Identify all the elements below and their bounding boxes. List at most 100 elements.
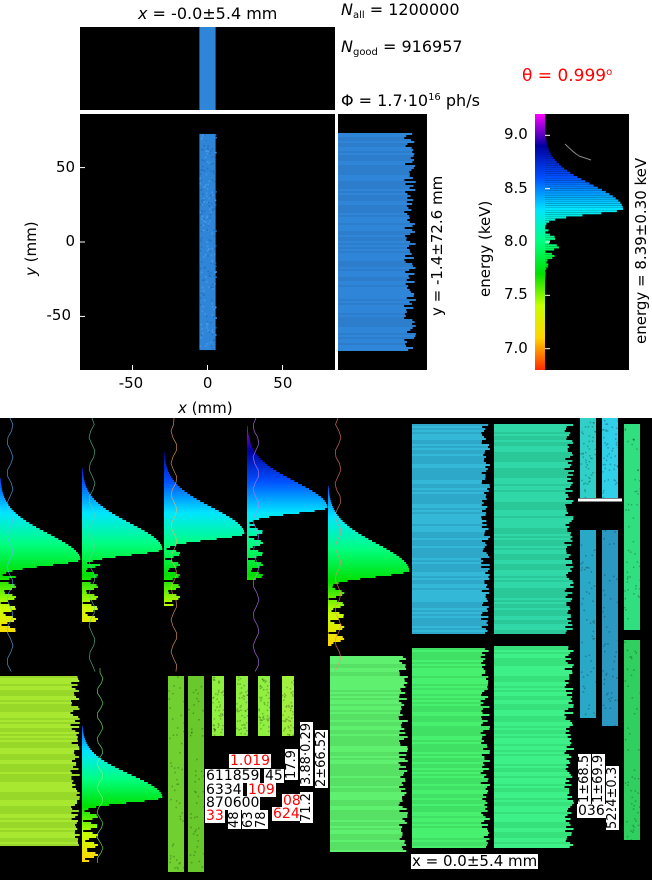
y-histogram-bar — [338, 139, 411, 141]
overlay-y-hist-4 — [494, 606, 570, 608]
overlay-beam-9-noise — [631, 443, 633, 446]
overlay-energy-hist-4 — [247, 470, 277, 472]
overlay-y-hist-6 — [494, 756, 572, 758]
y-histogram-bar — [338, 281, 415, 283]
overlay-y-hist-3 — [412, 546, 485, 548]
beam-noise-dot — [199, 303, 202, 306]
overlay-y-hist-6 — [494, 702, 569, 704]
overlay-beam-7-noise — [587, 468, 590, 470]
energy-histogram-bar — [545, 190, 606, 193]
overlay-energy-hist-2 — [82, 614, 88, 616]
beam-noise-dot — [205, 345, 207, 347]
overlay-energy-hist-4 — [247, 476, 287, 478]
overlay-y-hist-3 — [412, 570, 489, 572]
overlay-y-hist-6 — [494, 802, 574, 804]
overlay-y-hist-1 — [0, 694, 75, 696]
overlay-y-hist-3 — [412, 620, 488, 622]
beam-noise-dot — [209, 163, 212, 165]
overlay-y-hist-5 — [412, 732, 481, 734]
overlay-beam-6-noise — [292, 710, 294, 713]
overlay-beam-10-noise — [591, 635, 594, 638]
overlay-energy-hist-6 — [82, 834, 98, 836]
overlay-beam-7-noise — [584, 490, 587, 493]
overlay-energy-hist-4 — [247, 578, 256, 580]
overlay-energy-hist-4 — [247, 438, 250, 440]
overlay-energy-hist-2 — [82, 594, 95, 596]
overlay-beam-6-noise — [284, 720, 287, 723]
overlay-beam-10-noise — [584, 713, 587, 716]
overlay-energy-hist-2 — [82, 506, 104, 508]
overlay-energy-hist-4 — [247, 472, 280, 474]
overlay-beam-1-noise — [177, 767, 180, 769]
overlay-y-hist-2 — [330, 744, 401, 746]
overlay-beam-3-noise — [220, 691, 223, 694]
overlay-beam-12-noise — [630, 839, 633, 841]
overlay-beam-3-noise — [220, 735, 222, 737]
beam-noise-dot — [201, 286, 204, 289]
overlay-y-hist-5 — [412, 670, 486, 672]
overlay-energy-hist-1 — [0, 536, 55, 538]
overlay-beam-4-noise — [236, 710, 239, 713]
overlay-y-hist-5 — [412, 756, 485, 758]
y-histogram-bar — [338, 313, 405, 315]
overlay-y-hist-6 — [494, 720, 571, 722]
overlay-energy-hist-5 — [328, 550, 391, 552]
overlay-beam-2-noise — [193, 854, 195, 857]
beam-noise-dot — [214, 271, 216, 274]
beam-noise-dot — [214, 265, 217, 268]
overlay-beam-3-noise — [218, 681, 221, 683]
y-histogram-bar — [338, 163, 406, 165]
overlay-beam-12-noise — [632, 831, 634, 833]
overlay-energy-hist-5 — [328, 588, 336, 590]
overlay-y-hist-5 — [412, 774, 487, 776]
energy-histogram-bar — [545, 148, 549, 151]
overlay-energy-hist-1 — [0, 538, 59, 540]
overlay-trace — [6, 418, 14, 672]
overlay-beam-4-noise — [236, 720, 239, 722]
overlay-y-hist-1 — [0, 724, 71, 726]
overlay-energy-hist-1 — [0, 496, 5, 498]
overlay-beam-5-noise — [259, 687, 262, 690]
y-histogram-bar — [338, 253, 412, 255]
n-good-label: Ngood = 916957 — [341, 37, 463, 58]
overlay-beam-1-noise — [170, 765, 173, 768]
overlay-y-hist-3 — [412, 592, 490, 594]
beam-noise-dot — [204, 184, 207, 186]
overlay-energy-hist-3 — [164, 578, 173, 580]
overlay-beam-3-noise — [221, 728, 223, 731]
beam-noise-dot — [210, 299, 213, 301]
overlay-beam-12-noise — [631, 697, 634, 699]
overlay-energy-hist-4 — [247, 556, 257, 558]
overlay-y-hist-3 — [412, 614, 482, 616]
overlay-beam-2-noise — [193, 704, 195, 706]
overlay-beam-5-noise — [269, 681, 272, 683]
overlay-y-hist-4 — [494, 586, 574, 588]
overlay-beam-8-noise — [605, 430, 607, 433]
overlay-y-hist-6 — [494, 736, 568, 738]
overlay-energy-hist-2 — [82, 608, 98, 610]
y-histogram-bar — [338, 155, 414, 157]
beam-noise-dot — [211, 247, 213, 250]
overlay-beam-8-noise — [606, 455, 609, 457]
overlay-y-hist-2 — [330, 822, 407, 824]
overlay-energy-hist-4 — [247, 482, 299, 484]
overlay-beam-2-noise — [194, 830, 196, 833]
overlay-y-hist-2 — [330, 796, 403, 798]
overlay-beam-1-noise — [179, 862, 181, 864]
y-histogram-bar — [338, 269, 410, 271]
overlay-energy-hist-4 — [247, 426, 248, 428]
overlay-beam-6-noise — [291, 681, 293, 684]
overlay-beam-8-noise — [614, 455, 616, 457]
overlay-y-hist-6 — [494, 738, 572, 740]
beam-noise-dot — [212, 207, 214, 210]
overlay-energy-hist-5 — [328, 510, 335, 512]
beam-noise-dot — [211, 156, 213, 158]
overlay-energy-hist-5 — [328, 584, 334, 586]
overlay-energy-hist-6 — [82, 748, 91, 750]
overlay-y-hist-5 — [412, 656, 481, 658]
overlay-y-hist-3 — [412, 482, 482, 484]
overlay-y-hist-5 — [412, 802, 488, 804]
overlay-y-hist-4 — [494, 618, 568, 620]
y-histogram-bar — [338, 147, 412, 149]
overlay-y-hist-4 — [494, 572, 569, 574]
